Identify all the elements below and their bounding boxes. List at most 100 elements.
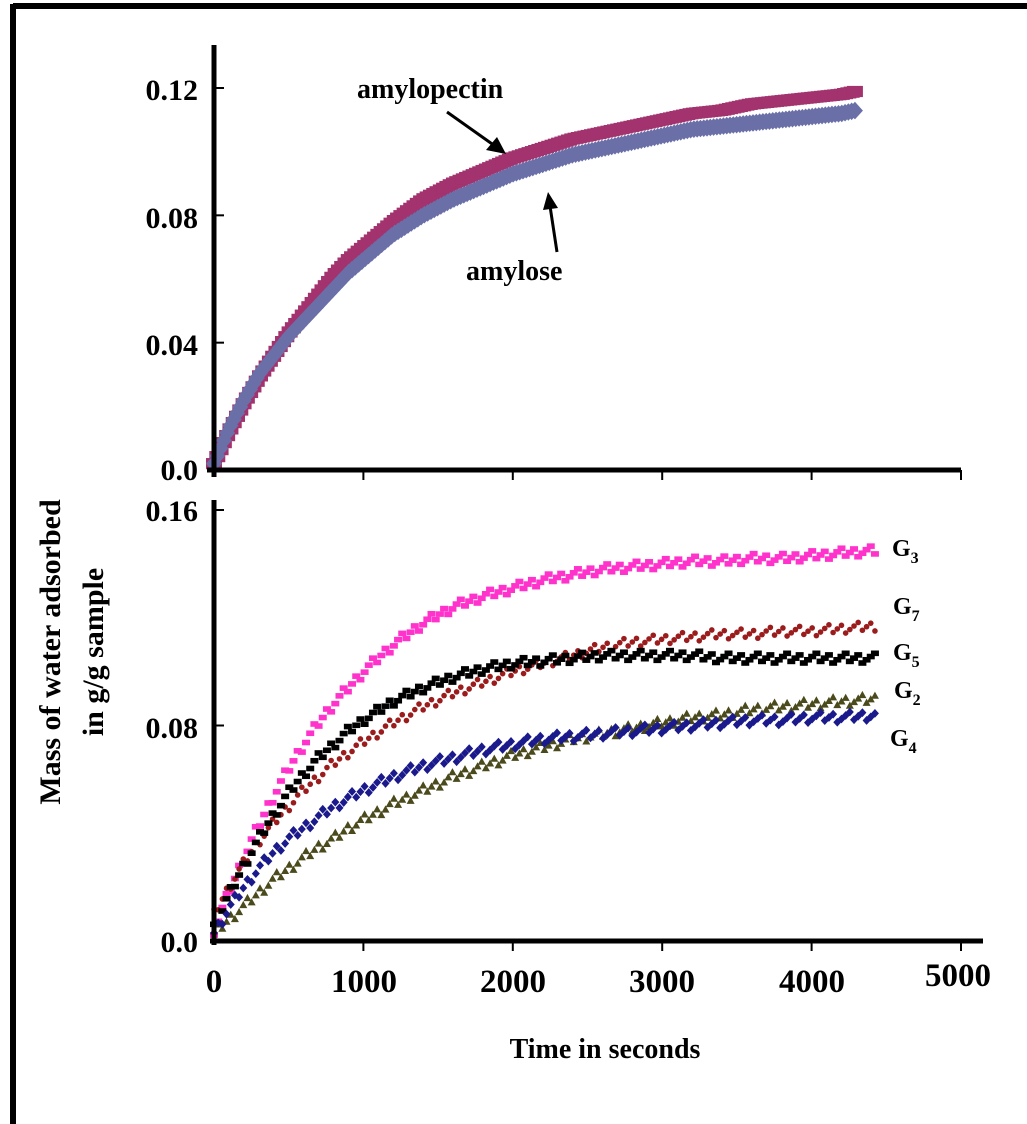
bottom-G4-point-38 xyxy=(368,783,377,792)
bottom-G7-point-153 xyxy=(851,623,857,629)
bottom-G4-point-13 xyxy=(264,856,273,866)
bottom-G4-point-64 xyxy=(477,742,486,752)
bottom-G2-point-73 xyxy=(515,749,524,757)
bottom-G2-point-43 xyxy=(389,794,398,802)
bottom-G2-point-18 xyxy=(285,860,294,868)
bottom-G5-point-77 xyxy=(532,655,541,662)
bottom-G7-point-152 xyxy=(847,626,853,633)
bottom-G2-point-126 xyxy=(737,705,746,713)
bottom-G4-point-55 xyxy=(440,759,449,768)
bottom-G4-point-96 xyxy=(611,723,620,732)
bottom-G4-point-127 xyxy=(741,713,750,722)
top-amylose-point-2 xyxy=(212,439,229,458)
series-label-G3-sub: 3 xyxy=(911,550,919,567)
top-amylose-point-9 xyxy=(235,391,252,410)
bottom-G3-point-50 xyxy=(419,621,428,628)
bottom-G2-point-152 xyxy=(845,701,854,709)
bottom-G3-point-107 xyxy=(657,559,666,566)
bottom-G3-point-69 xyxy=(498,584,507,591)
arrowhead-amylose xyxy=(543,192,558,210)
bottom-G2-point-68 xyxy=(494,761,503,769)
top-chart-ticks xyxy=(214,87,962,480)
top-amylose-point-195 xyxy=(846,101,863,120)
bottom-G7-point-74 xyxy=(520,670,527,677)
bottom-G7-point-135 xyxy=(775,628,782,635)
bottom-G3-point-48 xyxy=(410,623,419,629)
bottom-G2-point-54 xyxy=(435,783,444,791)
series-label-G4-main: G xyxy=(890,726,909,752)
bottom-G3-point-16 xyxy=(276,778,285,784)
bottom-G3-point-135 xyxy=(774,554,783,560)
bottom-G7-point-136 xyxy=(780,625,786,631)
bottom-G5-point-84 xyxy=(561,652,570,659)
bottom-G7-point-138 xyxy=(788,630,795,636)
bottom-G3-point-116 xyxy=(695,561,704,568)
series-label-G7: G7 xyxy=(893,594,920,625)
bottom-G3-point-147 xyxy=(824,556,833,562)
bottom-G3-point-110 xyxy=(670,559,679,566)
bottom-G3-point-108 xyxy=(661,555,670,562)
bottom-G7-point-60 xyxy=(462,690,468,697)
bottom-G3-point-95 xyxy=(607,568,616,575)
bottom-G3-point-131 xyxy=(757,555,766,562)
bottom-G2-point-49 xyxy=(414,786,423,794)
bottom-G2-point-82 xyxy=(553,744,562,752)
bottom-G7-point-7 xyxy=(240,856,247,862)
bottom-G7-point-113 xyxy=(683,637,690,644)
bottom-G7-point-33 xyxy=(349,748,355,755)
bottom-G3-point-94 xyxy=(603,561,612,567)
bottom-G4-point-31 xyxy=(339,798,348,807)
bottom-G7-point-141 xyxy=(801,631,807,638)
series-label-G2: G2 xyxy=(894,678,921,709)
bottom-G5-point-117 xyxy=(699,656,708,663)
bottom-G7-point-38 xyxy=(370,729,376,736)
bottom-G5-point-144 xyxy=(812,650,821,657)
bottom-G3-point-31 xyxy=(339,685,348,691)
bottom-G3-point-99 xyxy=(624,565,633,572)
bottom-G2-point-70 xyxy=(502,751,511,759)
bottom-G2-point-16 xyxy=(276,873,285,881)
bottom-G5-point-25 xyxy=(314,750,323,756)
bottom-G3-point-85 xyxy=(565,574,574,580)
top-y-tick-label-2: 0.08 xyxy=(146,202,199,235)
bottom-G4-point-21 xyxy=(297,824,306,834)
bottom-G7-point-103 xyxy=(642,639,648,646)
bottom-G2-point-67 xyxy=(490,754,499,762)
bottom-G3-point-88 xyxy=(578,573,587,579)
bottom-G3-point-26 xyxy=(318,714,327,721)
bottom-G2-point-79 xyxy=(540,745,549,753)
bottom-G5-point-39 xyxy=(373,703,382,710)
bottom-G3-point-152 xyxy=(845,549,854,556)
bottom-G3-point-17 xyxy=(281,767,290,774)
bottom-G4-point-41 xyxy=(381,779,390,788)
bottom-G7-point-69 xyxy=(499,670,506,677)
bottom-G5-point-81 xyxy=(548,652,557,658)
bottom-G2-point-143 xyxy=(808,699,817,708)
bottom-G5-point-74 xyxy=(519,654,528,661)
bottom-G4-point-2 xyxy=(218,919,227,929)
bottom-G4-point-131 xyxy=(757,710,766,720)
bottom-G7-point-64 xyxy=(478,683,485,689)
bottom-G2-point-76 xyxy=(527,747,536,755)
bottom-G2-point-15 xyxy=(272,868,281,876)
bottom-G4-point-50 xyxy=(419,758,428,768)
bottom-G4-point-78 xyxy=(536,731,545,741)
bottom-G3-point-128 xyxy=(745,554,754,560)
bottom-y-tick-label-1: 0.08 xyxy=(146,712,199,745)
bottom-G3-point-87 xyxy=(573,566,582,572)
bottom-G2-point-40 xyxy=(377,810,386,819)
bottom-G3-point-25 xyxy=(314,723,323,729)
series-label-G5-main: G xyxy=(893,640,912,666)
bottom-G4-point-110 xyxy=(670,717,679,727)
series-label-G5: G5 xyxy=(893,640,920,671)
bottom-G7-point-121 xyxy=(717,631,723,637)
top-amylose-point-3 xyxy=(215,431,232,450)
bottom-G4-point-145 xyxy=(816,708,825,717)
bottom-G4-point-36 xyxy=(360,781,369,791)
bottom-G5-point-38 xyxy=(368,709,377,716)
bottom-G4-point-120 xyxy=(711,715,720,725)
bottom-G3-point-115 xyxy=(691,553,700,560)
bottom-G4-point-60 xyxy=(460,748,469,758)
bottom-G7-point-18 xyxy=(286,807,293,814)
bottom-G7-point-144 xyxy=(813,632,820,639)
